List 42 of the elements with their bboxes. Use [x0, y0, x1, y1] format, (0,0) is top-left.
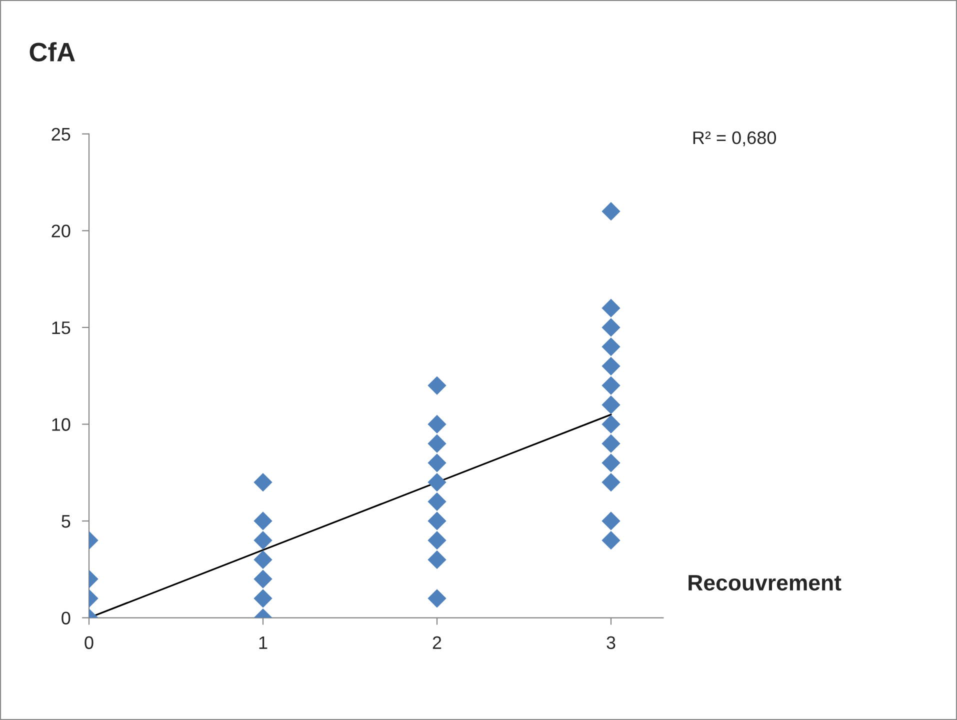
- point: [254, 570, 272, 588]
- point: [602, 337, 620, 356]
- point: [428, 531, 446, 550]
- point: [254, 512, 272, 530]
- point: [428, 434, 446, 453]
- point: [254, 472, 272, 492]
- point: [602, 531, 620, 550]
- point: [602, 512, 620, 530]
- x-tick-label: 3: [606, 636, 616, 650]
- point: [602, 356, 620, 376]
- point: [254, 589, 272, 608]
- point: [254, 550, 272, 570]
- point: [602, 318, 620, 337]
- point: [428, 472, 446, 492]
- point: [428, 414, 446, 434]
- point: [428, 512, 446, 530]
- chart-title: CfA: [30, 42, 75, 62]
- x-axis-title: Recouvrement: [688, 575, 842, 591]
- point: [428, 492, 446, 511]
- y-tick-label: 10: [52, 418, 70, 431]
- point: [602, 414, 620, 434]
- point: [602, 472, 620, 492]
- point: [602, 298, 620, 318]
- point: [602, 202, 620, 221]
- point: [428, 589, 446, 608]
- point: [602, 434, 620, 453]
- point: [602, 396, 620, 414]
- x-tick-label: 2: [432, 636, 442, 649]
- point: [254, 531, 272, 550]
- x-tick-label: 0: [84, 636, 94, 650]
- point: [428, 376, 446, 395]
- y-tick-label: 15: [52, 322, 70, 334]
- y-tick-label: 5: [62, 515, 70, 528]
- text: R² = 0,680: [693, 131, 776, 146]
- point: [428, 454, 446, 472]
- x-tick-label: 1: [259, 636, 268, 649]
- point: [602, 454, 620, 472]
- point: [602, 376, 620, 395]
- y-tick-label: 25: [52, 128, 70, 141]
- y-tick-label: 20: [52, 224, 70, 238]
- point: [428, 550, 446, 570]
- y-tick-label: 0: [62, 612, 70, 624]
